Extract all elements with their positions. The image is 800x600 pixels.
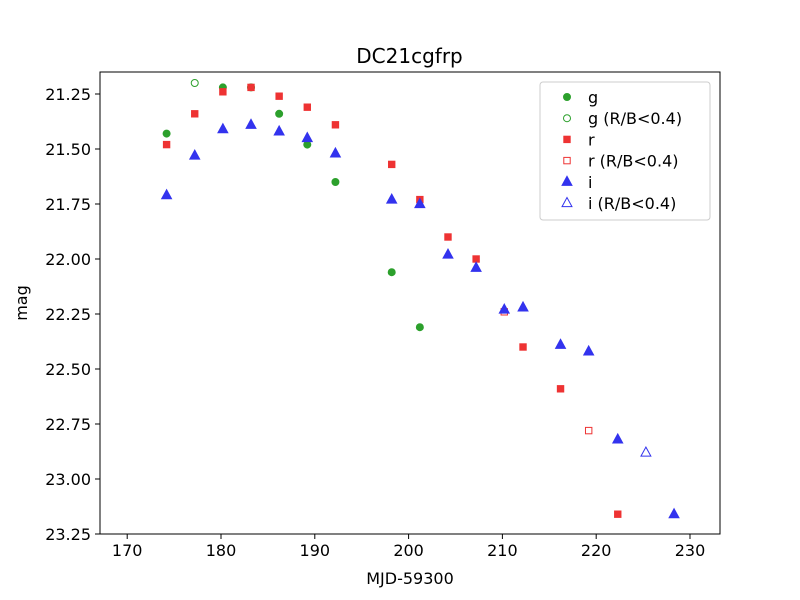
data-point [247, 83, 255, 92]
series-i [160, 118, 680, 519]
series-i-r-b-0-4 [640, 446, 652, 457]
data-point [517, 300, 529, 312]
data-point [470, 261, 482, 272]
data-point [219, 88, 227, 96]
data-point [415, 323, 424, 332]
legend-marker [563, 93, 571, 101]
data-point [191, 110, 199, 118]
legend: g g (R/B<0.4) r r (R/B<0.4) i i (R/B<0.4) [539, 81, 711, 221]
y-tick-label: 23.00 [45, 470, 91, 489]
data-point [303, 103, 311, 111]
y-tick-label: 21.75 [45, 195, 91, 214]
data-point [519, 343, 527, 351]
data-point [614, 510, 622, 518]
y-tick-label: 22.25 [45, 305, 91, 324]
legend-marker [563, 135, 571, 144]
data-point [668, 507, 680, 519]
y-tick-label: 23.25 [45, 525, 91, 544]
data-point [275, 109, 284, 118]
data-point [331, 121, 340, 129]
x-axis-label: MJD-59300 [366, 569, 454, 588]
data-point [582, 344, 595, 356]
y-axis-label: mag [12, 285, 31, 321]
legend-marker [561, 196, 573, 208]
x-tick-label: 200 [393, 541, 424, 560]
y-axis: 21.25 21.50 21.75 22.00 22.25 22.50 22.75 23.00… [45, 85, 100, 544]
y-tick-label: 21.25 [45, 85, 91, 104]
data-point [388, 160, 396, 169]
data-point [611, 432, 624, 444]
x-tick-label: 180 [206, 541, 237, 560]
legend-label: i [588, 173, 592, 192]
data-point [444, 233, 452, 241]
data-point [162, 140, 171, 149]
data-point [556, 385, 565, 393]
y-tick-label: 22.75 [45, 415, 91, 434]
legend-marker [563, 156, 571, 165]
data-point [498, 303, 511, 314]
data-point [329, 146, 342, 158]
chart-title: DC21cgfrp [356, 44, 462, 68]
data-point [584, 426, 593, 435]
x-tick-label: 190 [300, 541, 331, 560]
data-points [160, 79, 680, 519]
data-point [640, 446, 652, 457]
x-tick-label: 170 [112, 541, 143, 560]
data-point [554, 338, 567, 349]
legend-marker [563, 114, 571, 123]
data-point [472, 255, 480, 263]
data-point [217, 122, 229, 134]
legend-box [539, 81, 711, 221]
x-tick-label: 210 [487, 541, 518, 560]
data-point [442, 248, 454, 259]
data-point [303, 140, 312, 149]
legend-label: i (R/B<0.4) [588, 194, 676, 213]
x-axis: 170 180 190 200 210 220 230 [112, 534, 705, 560]
legend-label: g [588, 88, 598, 107]
series-g-r-b-0-4 [190, 79, 199, 87]
data-point [273, 124, 285, 136]
legend-label: g (R/B<0.4) [588, 109, 682, 128]
legend-label: r (R/B<0.4) [588, 152, 678, 171]
data-point [385, 193, 398, 204]
data-point [301, 131, 314, 143]
y-tick-label: 21.50 [45, 140, 91, 159]
data-point [245, 118, 257, 129]
data-point [275, 92, 283, 100]
data-point [387, 268, 396, 277]
data-point [188, 149, 201, 160]
data-point [162, 129, 171, 138]
legend-label: r [588, 130, 595, 149]
legend-marker [561, 175, 573, 186]
data-point [414, 197, 426, 209]
x-tick-label: 230 [675, 541, 706, 560]
data-point [331, 178, 340, 186]
y-tick-label: 22.50 [45, 360, 91, 379]
x-tick-label: 220 [581, 541, 612, 560]
y-tick-label: 22.00 [45, 250, 91, 269]
data-point [190, 79, 199, 87]
data-point [160, 188, 173, 200]
